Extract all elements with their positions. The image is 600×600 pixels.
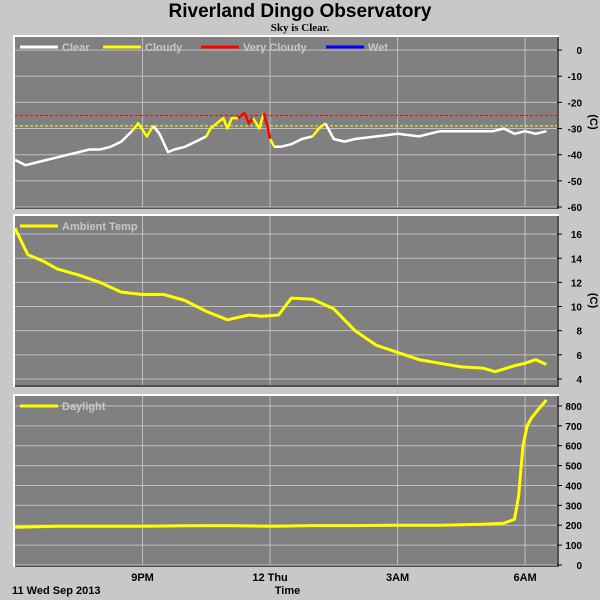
series-line-clear bbox=[152, 125, 207, 154]
y-tick-label: 600 bbox=[565, 442, 582, 453]
y-tick-label: 0 bbox=[576, 46, 582, 57]
x-tick-label: 12 Thu bbox=[252, 572, 287, 584]
series-line-clear bbox=[14, 130, 133, 167]
y-tick-label: 16 bbox=[571, 230, 583, 241]
series-line-clear bbox=[274, 135, 313, 149]
series-line-cloudy bbox=[252, 112, 265, 130]
y-tick-label: 0 bbox=[576, 561, 582, 572]
legend-label: Wet bbox=[368, 42, 388, 54]
page-title: Riverland Dingo Observatory bbox=[168, 1, 432, 22]
y-tick-label: 500 bbox=[565, 462, 582, 473]
y-tick-label: -20 bbox=[568, 98, 583, 109]
x-tick-label: 9PM bbox=[131, 572, 154, 584]
y-unit-label: (C) bbox=[587, 114, 599, 130]
legend-label: Daylight bbox=[62, 401, 106, 413]
y-tick-label: -40 bbox=[568, 151, 583, 162]
y-unit-label: (C) bbox=[587, 293, 599, 309]
legend-label: Very Cloudy bbox=[243, 42, 307, 54]
y-tick-label: 800 bbox=[565, 402, 582, 413]
series-line-very-cloudy bbox=[237, 111, 255, 125]
series-line-cloudy bbox=[311, 122, 327, 138]
series-line-ambient-temp bbox=[13, 227, 548, 374]
plot-background bbox=[15, 216, 557, 385]
y-tick-label: 300 bbox=[565, 501, 582, 512]
series-line-cloudy bbox=[205, 116, 239, 137]
date-label: 11 Wed Sep 2013 bbox=[12, 585, 101, 597]
legend-label: Cloudy bbox=[145, 42, 183, 54]
plot-background bbox=[15, 396, 557, 565]
series-line-very-cloudy bbox=[262, 112, 272, 140]
y-tick-label: 4 bbox=[576, 375, 582, 386]
x-tick-label: 6AM bbox=[514, 572, 537, 584]
y-tick-label: -60 bbox=[568, 203, 583, 214]
y-tick-label: 100 bbox=[565, 541, 582, 552]
y-tick-label: -30 bbox=[568, 125, 583, 136]
legend-label: Ambient Temp bbox=[62, 221, 138, 233]
series-line-daylight bbox=[14, 399, 548, 529]
y-tick-label: -50 bbox=[568, 177, 583, 188]
sky-status-text: Sky is Clear. bbox=[270, 22, 330, 34]
x-tick-label: 3AM bbox=[386, 572, 409, 584]
series-line-cloudy bbox=[268, 138, 276, 148]
y-tick-label: -10 bbox=[568, 72, 583, 83]
plot-background bbox=[15, 37, 557, 207]
y-tick-label: 400 bbox=[565, 481, 582, 492]
legend-label: Clear bbox=[62, 42, 90, 54]
series-line-cloudy bbox=[130, 122, 155, 138]
y-tick-label: 10 bbox=[571, 303, 583, 314]
y-tick-label: 8 bbox=[576, 327, 582, 338]
y-tick-label: 6 bbox=[576, 351, 582, 362]
series-line-clear bbox=[324, 122, 547, 143]
x-axis-label: Time bbox=[274, 585, 301, 597]
y-tick-label: 12 bbox=[571, 278, 583, 289]
y-tick-label: 14 bbox=[571, 254, 583, 265]
y-tick-label: 200 bbox=[565, 521, 582, 532]
y-tick-label: 700 bbox=[565, 422, 582, 433]
